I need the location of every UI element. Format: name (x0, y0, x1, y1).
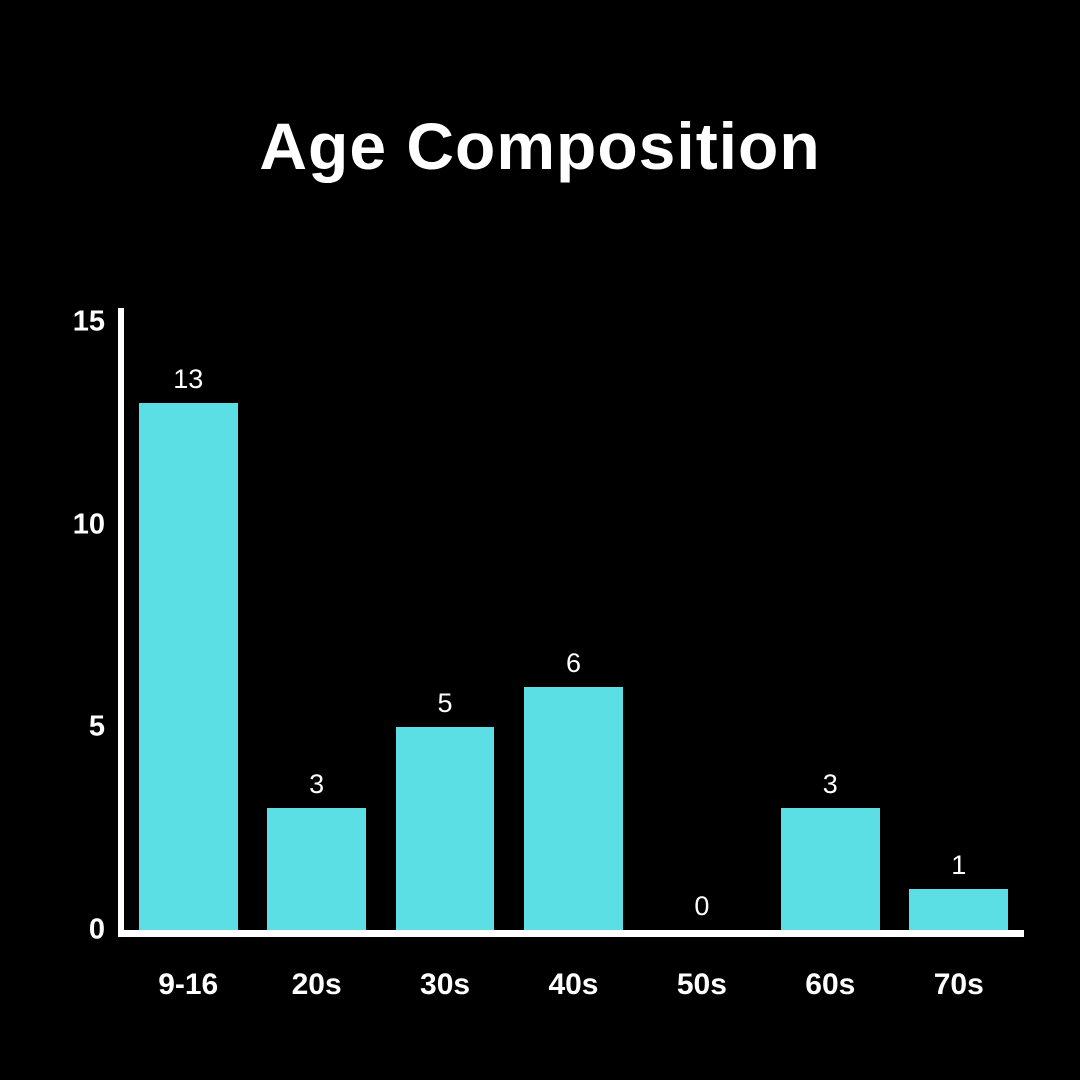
bar-value-label: 6 (565, 647, 581, 678)
x-axis-label: 60s (805, 968, 856, 1001)
bar-value-label: 5 (437, 688, 453, 719)
x-axis-label: 9-16 (158, 968, 219, 1001)
plot-area: 13 3 5 6 0 3 1 (124, 322, 1023, 930)
y-axis-tick-label: 15 (72, 305, 105, 338)
bar (524, 686, 623, 930)
x-axis-label: 20s (291, 968, 342, 1001)
bar (395, 727, 495, 930)
bar-column: 13 (124, 322, 252, 930)
bar-value-label: 1 (951, 850, 967, 881)
chart-title: Age Composition (259, 109, 821, 183)
bar-column: 1 (895, 322, 1023, 930)
x-axis-label: 40s (548, 968, 599, 1001)
x-axis-line (118, 930, 1024, 937)
bar-column: 5 (381, 322, 509, 930)
bar-value-label: 13 (173, 364, 204, 395)
bar-value-label: 3 (822, 769, 838, 800)
y-axis-tick-label: 5 (88, 710, 105, 743)
y-axis-tick-label: 10 (72, 508, 105, 541)
x-axis-label: 70s (933, 968, 984, 1001)
x-axis-label: 30s (420, 968, 471, 1001)
bar-value-label: 0 (694, 891, 710, 921)
bar (138, 403, 238, 930)
bar-column: 6 (509, 322, 637, 930)
bar-column: 3 (252, 322, 380, 930)
y-axis: 0 5 10 15 (30, 307, 105, 944)
bar (780, 808, 880, 930)
x-axis: 9-16 20s 30s 40s 50s 60s 70s (124, 968, 1023, 1002)
bar-column: 0 (638, 322, 766, 930)
y-axis-line (118, 308, 124, 937)
x-axis-label: 50s (676, 968, 727, 1001)
y-axis-tick-label: 0 (88, 913, 105, 946)
bar (909, 889, 1009, 930)
bar-value-label: 3 (309, 769, 325, 800)
bar-column: 3 (766, 322, 894, 930)
bar (267, 808, 367, 930)
